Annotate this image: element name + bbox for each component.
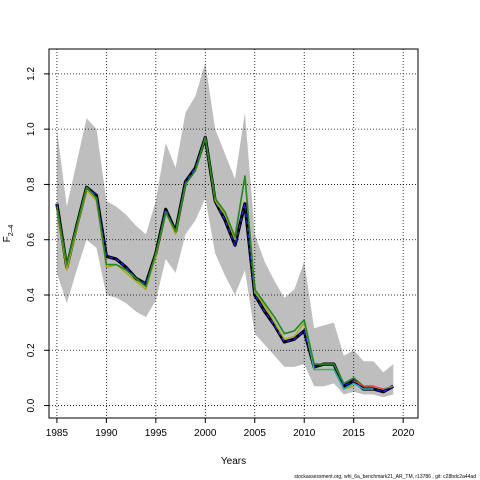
y-axis-title: F2–4 — [2, 225, 15, 243]
x-tick-label: 2015 — [343, 428, 366, 439]
confidence-band-layer — [56, 62, 394, 398]
y-tick-label: 1.0 — [26, 122, 37, 136]
x-tick-label: 2005 — [244, 428, 267, 439]
y-tick-label: 0.8 — [26, 177, 37, 191]
x-tick-label: 2000 — [194, 428, 217, 439]
footer-note: stockassessment.org, whi_6a_benchmark21_… — [294, 474, 476, 480]
y-axis-title-subscript: 2–4 — [8, 225, 15, 237]
y-tick-label: 0.6 — [26, 232, 37, 246]
x-tick-label: 1995 — [145, 428, 168, 439]
x-tick-label: 2010 — [293, 428, 316, 439]
x-tick-label: 1990 — [95, 428, 118, 439]
y-axis-title-group: F2–4 — [2, 225, 15, 243]
x-axis: 1985 1990 1995 2000 2005 2010 2015 2020 — [46, 417, 415, 439]
y-axis-title-main: F — [2, 236, 13, 242]
y-tick-label: 1.2 — [26, 67, 37, 81]
y-axis: 0.0 0.2 0.4 0.6 0.8 1.0 1.2 — [26, 67, 50, 413]
y-tick-label: 0.0 — [26, 398, 37, 412]
x-tick-label: 1985 — [46, 428, 69, 439]
series-line-5 — [56, 136, 374, 388]
y-tick-label: 0.2 — [26, 343, 37, 357]
x-axis-title: Years — [221, 456, 246, 467]
series-layer — [55, 135, 395, 394]
confidence-band — [56, 62, 394, 398]
x-tick-label: 2020 — [392, 428, 415, 439]
y-tick-label: 0.4 — [26, 288, 37, 302]
series-line-7 — [383, 385, 394, 390]
